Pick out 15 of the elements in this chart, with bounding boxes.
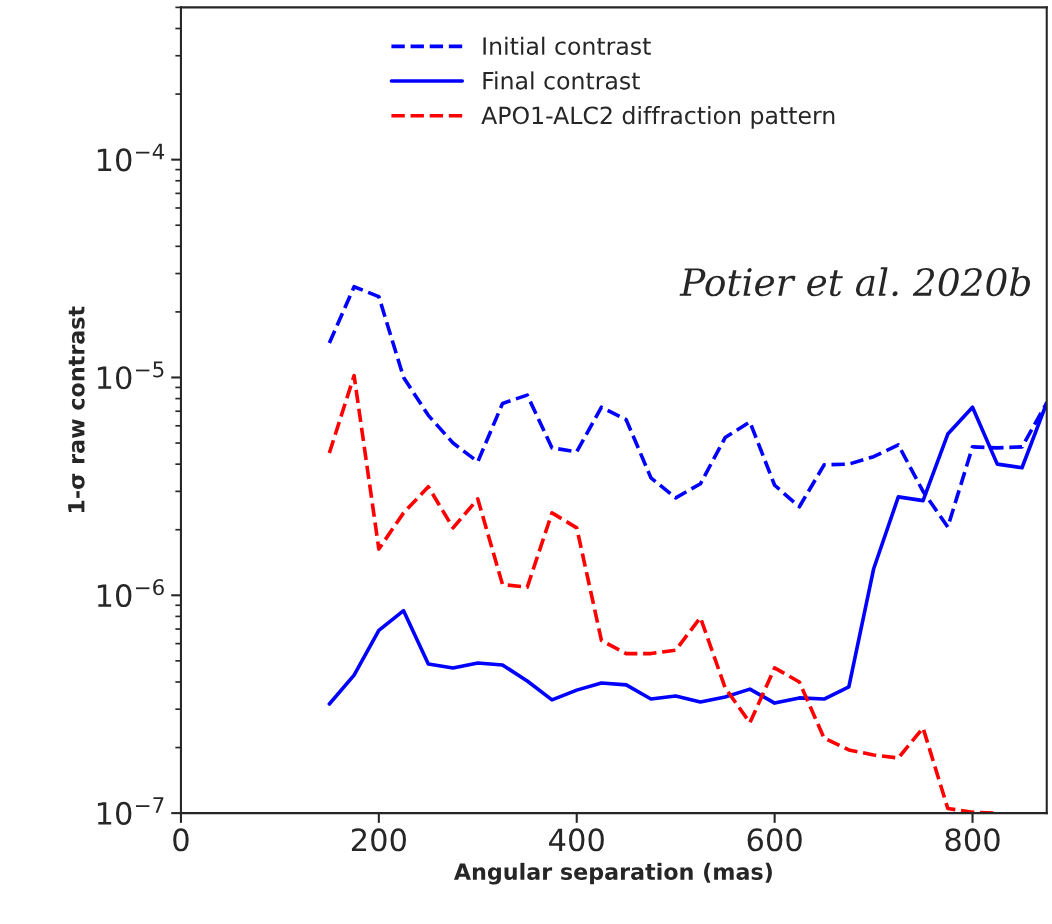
legend-label: APO1-ALC2 diffraction pattern bbox=[481, 106, 835, 129]
x-tick-label: 200 bbox=[351, 828, 406, 852]
annotation: Potier et al. 2020b bbox=[679, 267, 1030, 297]
y-tick-label: 10$^{−4}$ bbox=[97, 143, 165, 172]
x-tick-label: 600 bbox=[747, 828, 802, 852]
y-tick-label: 10$^{−5}$ bbox=[97, 361, 164, 390]
x-tick-label: 400 bbox=[549, 828, 604, 852]
x-tick-label: 0 bbox=[173, 828, 189, 852]
y-tick-label: 10$^{−6}$ bbox=[97, 579, 164, 608]
x-tick-label: 800 bbox=[945, 828, 1000, 852]
y-tick-label: 10$^{−7}$ bbox=[97, 797, 164, 825]
legend-label: Initial contrast bbox=[483, 36, 651, 55]
y-axis-title: 1-σ raw contrast bbox=[68, 306, 85, 513]
legend-label: Final contrast bbox=[483, 71, 640, 90]
x-axis-title: Angular separation (mas) bbox=[453, 862, 772, 885]
